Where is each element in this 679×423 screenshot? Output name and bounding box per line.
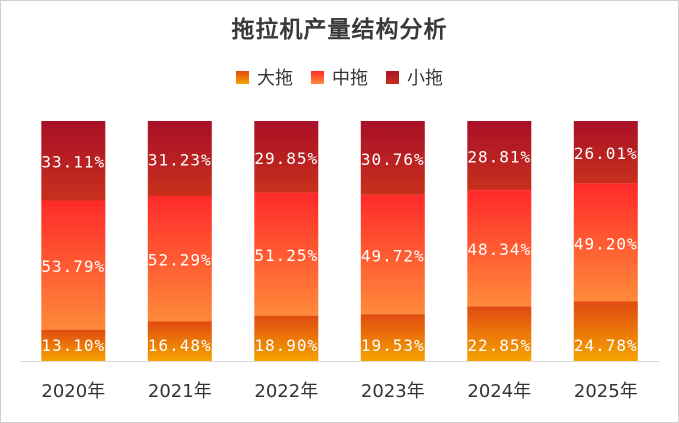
data-label-medium-0: 53.79% — [41, 257, 105, 276]
bar-segment-large-3 — [360, 314, 425, 361]
x-tick-label-2: 2022年 — [254, 381, 318, 402]
data-label-large-1: 16.48% — [148, 336, 212, 355]
x-tick-label-4: 2024年 — [467, 381, 531, 402]
data-label-small-5: 26.01% — [574, 144, 638, 163]
data-label-small-2: 29.85% — [254, 149, 318, 168]
bar-segment-large-4 — [467, 306, 532, 361]
bar-segment-small-3 — [360, 121, 425, 195]
legend-swatch-medium — [311, 70, 324, 84]
legend-swatch-small — [386, 70, 399, 84]
bar-segment-large-0 — [41, 329, 106, 361]
data-label-medium-1: 52.29% — [148, 251, 212, 270]
bar-segment-large-2 — [254, 315, 319, 361]
data-label-large-2: 18.90% — [254, 336, 318, 355]
data-label-medium-3: 49.72% — [361, 247, 425, 266]
bar-segment-medium-4 — [467, 190, 532, 307]
data-label-small-1: 31.23% — [148, 151, 212, 170]
legend-swatch-large — [236, 70, 249, 84]
data-label-small-3: 30.76% — [361, 150, 425, 169]
legend-label-medium: 中拖 — [332, 68, 368, 89]
legend-item-medium: 中拖 — [311, 64, 368, 90]
bar-segment-medium-3 — [360, 194, 425, 315]
data-label-large-4: 22.85% — [467, 336, 531, 355]
legend-label-small: 小拖 — [407, 68, 443, 89]
data-label-large-3: 19.53% — [361, 336, 425, 355]
bar-segment-small-0 — [41, 121, 106, 201]
data-label-medium-5: 49.20% — [574, 235, 638, 254]
bar-segment-small-4 — [467, 121, 532, 191]
legend-item-small: 小拖 — [386, 64, 443, 90]
bar-segment-medium-5 — [573, 183, 638, 302]
data-label-medium-4: 48.34% — [467, 240, 531, 259]
bar-segment-medium-2 — [254, 192, 319, 316]
bar-segment-medium-1 — [147, 196, 212, 322]
x-tick-label-3: 2023年 — [361, 381, 425, 402]
chart-title: 拖拉机产量结构分析 — [231, 17, 448, 43]
bar-segment-large-1 — [147, 321, 212, 361]
legend: 大拖 中拖 小拖 — [0, 64, 679, 90]
data-label-large-5: 24.78% — [574, 336, 638, 355]
data-label-small-0: 33.11% — [41, 153, 105, 172]
bar-segment-large-5 — [573, 301, 638, 361]
bar-segment-small-1 — [147, 121, 212, 196]
legend-label-large: 大拖 — [257, 68, 293, 89]
bar-segment-medium-0 — [41, 200, 106, 330]
legend-item-large: 大拖 — [236, 64, 293, 90]
x-tick-label-1: 2021年 — [148, 381, 212, 402]
x-tick-label-5: 2025年 — [574, 381, 638, 402]
data-label-medium-2: 51.25% — [254, 246, 318, 265]
bar-segment-small-5 — [573, 121, 638, 184]
x-tick-label-0: 2020年 — [41, 381, 105, 402]
data-label-large-0: 13.10% — [41, 336, 105, 355]
bar-segment-small-2 — [254, 121, 319, 193]
data-label-small-4: 28.81% — [467, 148, 531, 167]
